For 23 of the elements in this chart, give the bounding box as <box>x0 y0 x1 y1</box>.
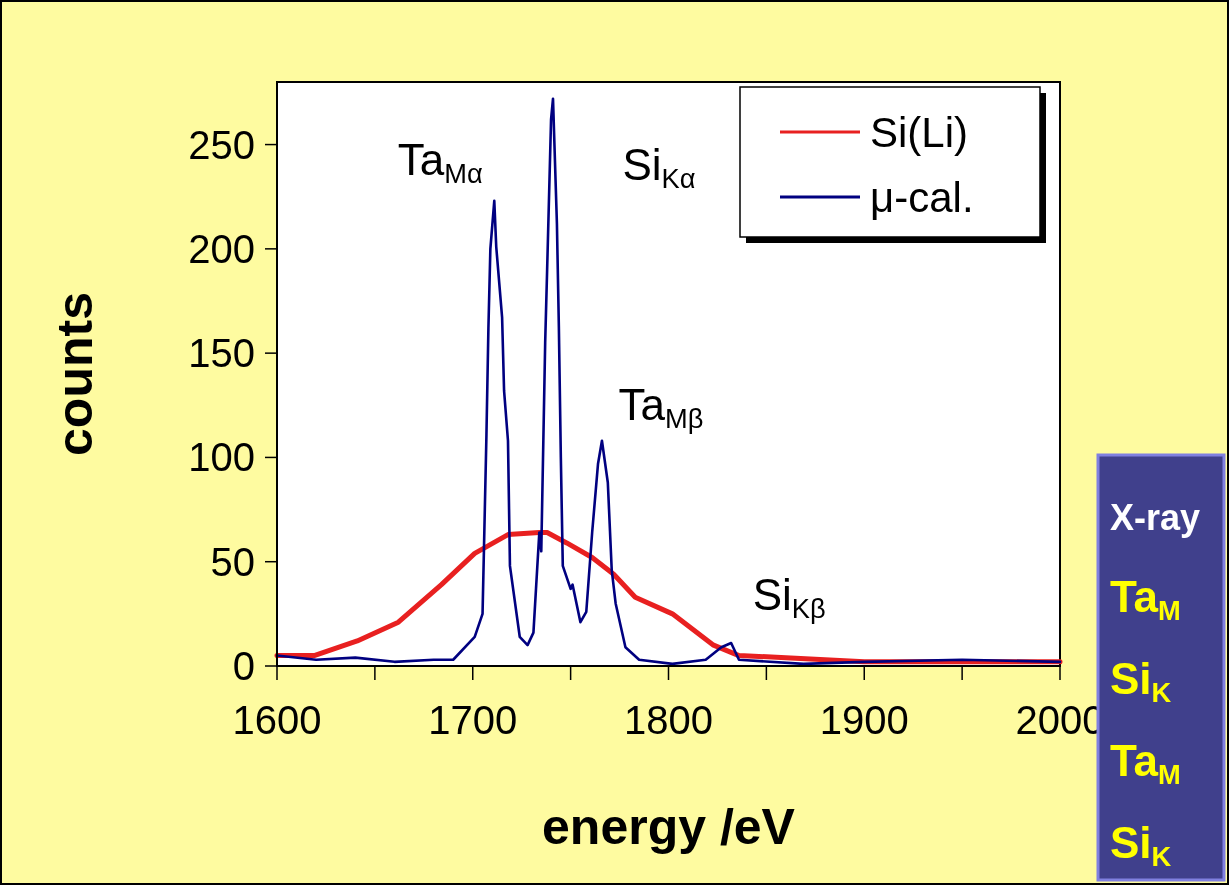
annotation: Ta$_{Mα}$ <box>397 134 483 189</box>
y-tick-label: 50 <box>210 539 255 584</box>
y-tick-label: 200 <box>188 226 255 271</box>
x-tick-label: 1700 <box>428 698 518 742</box>
text: X-ray <box>1110 497 1201 538</box>
text: Ta$_{M}$ <box>1110 572 1181 627</box>
y-tick-label: 100 <box>188 435 255 480</box>
y-tick-label: 0 <box>232 644 255 688</box>
x-axis-title: energy /eV <box>542 799 796 855</box>
annotation: Si$_{Kα}$ <box>622 139 696 194</box>
text: Si$_{K}$ <box>1110 818 1172 873</box>
legend-label: Si(Li) <box>870 109 969 156</box>
y-axis-title: counts <box>47 292 103 456</box>
annotation: Ta$_{Mβ}$ <box>618 379 704 434</box>
x-tick-label: 1900 <box>819 698 909 742</box>
y-tick-label: 150 <box>188 331 255 376</box>
text: Si$_{K}$ <box>1110 654 1172 709</box>
y-tick-label: 250 <box>188 122 255 167</box>
x-tick-label: 1600 <box>232 698 322 742</box>
x-tick-label: 1800 <box>624 698 713 742</box>
legend-label: μ-cal. <box>870 174 974 221</box>
text: Ta$_{M}$ <box>1110 736 1181 791</box>
annotation: Si$_{Kβ}$ <box>752 570 826 625</box>
